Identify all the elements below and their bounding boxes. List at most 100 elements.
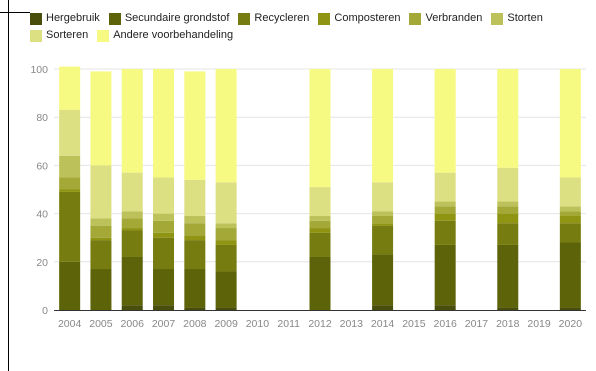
legend-swatch [30,29,42,42]
legend-item[interactable]: Verbranden [409,12,482,25]
bar-segment[interactable] [559,211,581,217]
legend-swatch [318,12,331,25]
bar-segment[interactable] [215,244,237,272]
bar-segment[interactable] [59,189,81,192]
bar-segment[interactable] [121,69,143,173]
bar-segment[interactable] [121,228,143,231]
bar-segment[interactable] [215,228,237,241]
bar-segment[interactable] [153,220,175,233]
legend-item[interactable]: Storten [491,12,543,25]
bar-segment[interactable] [434,305,456,310]
bar-segment[interactable] [497,167,519,202]
bar-segment[interactable] [153,237,175,270]
bar-segment[interactable] [215,240,237,245]
legend-item[interactable]: Andere voorbehandeling [97,29,233,42]
bar-segment[interactable] [215,223,237,229]
legend-label: Sorteren [46,29,89,41]
bar-segment[interactable] [309,228,331,233]
bar-segment[interactable] [121,172,143,212]
bar-segment[interactable] [153,269,175,306]
legend-label: Hergebruik [46,12,100,24]
bar-segment[interactable] [121,211,143,219]
bar-segment[interactable] [184,179,206,217]
bar-segment[interactable] [309,232,331,257]
legend-item[interactable]: Secundaire grondstof [108,12,229,25]
bar-segment[interactable] [59,191,81,262]
bar-segment[interactable] [90,225,112,238]
bar-segment[interactable] [121,305,143,310]
bar-segment[interactable] [90,71,112,166]
bar-segment[interactable] [184,216,206,224]
bar-segment[interactable] [434,220,456,245]
bar-segment[interactable] [559,177,581,207]
bar-segment[interactable] [559,242,581,308]
bar-segment[interactable] [434,69,456,173]
bar-segment[interactable] [434,244,456,306]
bar-segment[interactable] [497,307,519,310]
bar-segment[interactable] [215,182,237,224]
bar-segment[interactable] [59,66,81,110]
bar-segment[interactable] [59,177,81,190]
bar-segment[interactable] [434,213,456,221]
legend-item[interactable]: Hergebruik [30,12,100,25]
legend-item[interactable]: Composteren [318,12,400,25]
bar-segment[interactable] [497,201,519,207]
bar-segment[interactable] [184,240,206,270]
bar-segment[interactable] [559,69,581,178]
bar-segment[interactable] [309,256,331,310]
bar-segment[interactable] [90,165,112,219]
bar-segment[interactable] [215,271,237,308]
bar-segment[interactable] [372,69,394,183]
bar-segment[interactable] [215,307,237,310]
bar-segment[interactable] [309,69,331,188]
bar-segment[interactable] [497,69,519,168]
bar-segment[interactable] [372,305,394,310]
bar-segment[interactable] [372,225,394,255]
bar-segment[interactable] [372,223,394,226]
bar-segment[interactable] [184,235,206,241]
bar-segment[interactable] [215,69,237,183]
legend-swatch [97,29,110,42]
bar-segment[interactable] [153,177,175,214]
bar-segment[interactable] [153,69,175,178]
bar-segment[interactable] [372,254,394,306]
bar-segment[interactable] [372,216,394,224]
bar-segment[interactable] [121,230,143,257]
bar-segment[interactable] [434,172,456,202]
bar-segment[interactable] [434,206,456,214]
bar-segment[interactable] [434,201,456,207]
bar-segment[interactable] [90,237,112,241]
bar-segment[interactable] [184,307,206,310]
bar-segment[interactable] [497,213,519,224]
bar-segment[interactable] [184,223,206,236]
bar-segment[interactable] [59,109,81,156]
bar-segment[interactable] [90,218,112,226]
bar-segment[interactable] [497,223,519,245]
bar-segment[interactable] [559,216,581,224]
bar-segment[interactable] [90,240,112,270]
bar-segment[interactable] [121,218,143,229]
bar-segment[interactable] [309,216,331,221]
bar-segment[interactable] [497,244,519,308]
bar-segment[interactable] [497,206,519,214]
bar-segment[interactable] [372,211,394,217]
bar-segment[interactable] [372,182,394,212]
bar-segment[interactable] [153,232,175,238]
bar-segment[interactable] [309,220,331,229]
legend-item[interactable]: Recycleren [238,12,309,25]
bar-segment[interactable] [559,223,581,243]
bar-segment[interactable] [559,206,581,212]
y-tick-label: 0 [42,305,48,317]
legend-swatch [30,12,42,25]
legend-item[interactable]: Sorteren [30,29,88,42]
bar-segment[interactable] [184,269,206,308]
bar-segment[interactable] [153,305,175,310]
bar-segment[interactable] [309,187,331,217]
bar-segment[interactable] [90,269,112,310]
bar-segment[interactable] [121,256,143,306]
bar-segment[interactable] [559,307,581,310]
bar-segment[interactable] [59,261,81,310]
bar-segment[interactable] [153,213,175,221]
bar-segment[interactable] [59,155,81,178]
bar-segment[interactable] [184,71,206,180]
